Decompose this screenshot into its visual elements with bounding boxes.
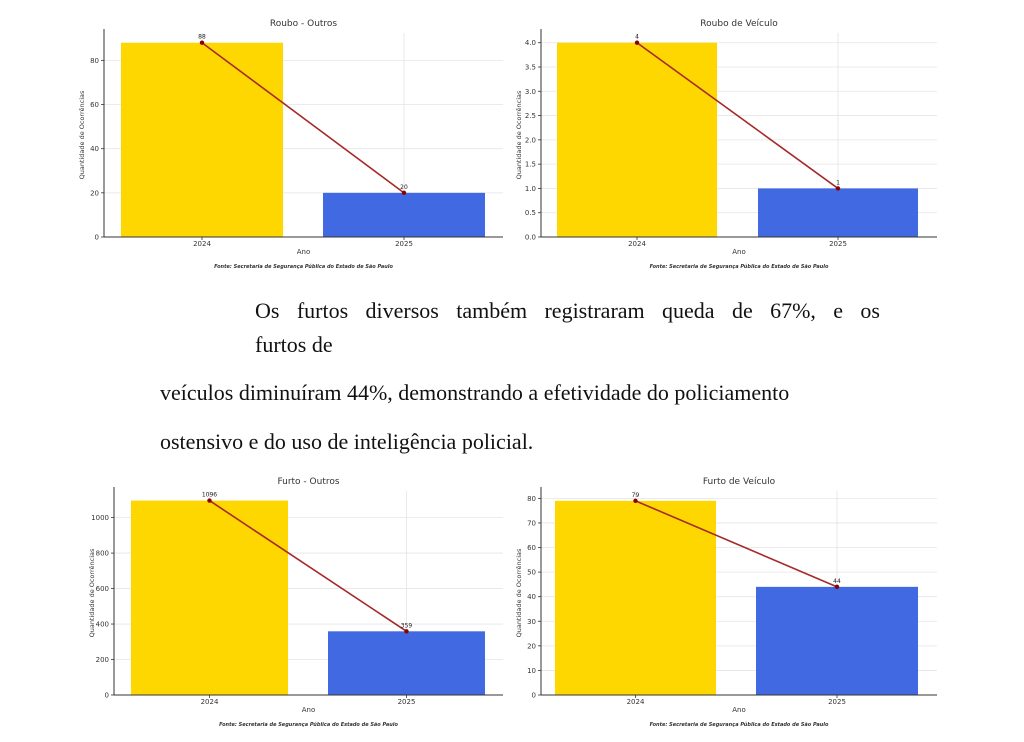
data-label-2024: 1096 bbox=[202, 492, 217, 499]
trend-point-2025 bbox=[401, 190, 407, 196]
chart-roubo-veiculo: 4 1 0.0 0.5 1.0 1.5 2.0 2.5 3.0 3.5 4.0 2024 2025 Rou… bbox=[512, 0, 1024, 280]
y-tick-label: 40 bbox=[90, 145, 99, 153]
bar-2025 bbox=[758, 188, 918, 237]
bar-2024 bbox=[121, 42, 283, 237]
y-tick-label: 1.0 bbox=[525, 185, 536, 193]
y-axis-label: Quantidade de Ocorrências bbox=[515, 548, 523, 637]
trend-line bbox=[209, 499, 407, 632]
trend-line bbox=[201, 42, 405, 194]
y-tick-label: 10 bbox=[527, 667, 536, 675]
chart-source: Fonte: Secretaria de Segurança Pública d… bbox=[214, 263, 393, 270]
chart-furto-veiculo: 79 44 0 10 20 30 40 50 60 70 80 2024 2025 Furto de Ve… bbox=[512, 470, 1024, 742]
x-tick-label-2025: 2025 bbox=[829, 240, 847, 248]
x-tick-label-2025: 2025 bbox=[828, 698, 846, 706]
y-tick-label: 50 bbox=[527, 569, 536, 577]
chart-svg: 88 20 0 20 40 60 80 2024 2025 Roubo - Outros Ano Qu… bbox=[78, 19, 503, 270]
y-tick-label: 2.5 bbox=[525, 112, 536, 120]
data-label-2024: 79 bbox=[632, 492, 640, 499]
x-tick-label-2024: 2024 bbox=[628, 240, 646, 248]
data-label-2025: 359 bbox=[401, 622, 413, 629]
x-tick-label-2024: 2024 bbox=[201, 698, 219, 706]
x-tick-label-2025: 2025 bbox=[398, 698, 416, 706]
data-label-2024: 4 bbox=[635, 34, 639, 41]
trend-line bbox=[635, 500, 838, 588]
chart-furto-outros: 1096 359 0 200 400 600 800 1000 2024 2025 Furto - … bbox=[0, 470, 512, 742]
y-tick-label: 3.5 bbox=[525, 64, 536, 72]
y-tick-label: 80 bbox=[527, 495, 536, 503]
y-axis-label: Quantidade de Ocorrências bbox=[515, 90, 523, 179]
y-axis-label: Quantidade de Ocorrências bbox=[88, 548, 96, 637]
y-tick-label: 0 bbox=[105, 692, 109, 700]
trend-point-2024 bbox=[633, 498, 638, 504]
chart-source: Fonte: Secretaria de Segurança Pública d… bbox=[219, 721, 398, 728]
paragraph-line-1: Os furtos diversos também registraram qu… bbox=[255, 298, 880, 323]
x-axis-label: Ano bbox=[732, 706, 746, 714]
y-tick-label: 0 bbox=[532, 692, 536, 700]
y-tick-label: 0 bbox=[95, 234, 99, 242]
bar-2024 bbox=[557, 42, 717, 237]
trend-point-2025 bbox=[404, 629, 409, 634]
y-tick-label: 60 bbox=[90, 101, 99, 109]
chart-svg: 79 44 0 10 20 30 40 50 60 70 80 2024 2025 Furto de Ve… bbox=[515, 477, 937, 728]
trend-line bbox=[636, 42, 839, 190]
chart-title: Roubo de Veículo bbox=[700, 19, 778, 29]
y-tick-label: 60 bbox=[527, 544, 536, 552]
y-tick-label: 400 bbox=[96, 621, 109, 629]
y-axis-label: Quantidade de Ocorrências bbox=[78, 90, 86, 179]
data-label-2025: 1 bbox=[836, 179, 840, 186]
bar-2025 bbox=[328, 631, 485, 695]
chart-svg: 4 1 0.0 0.5 1.0 1.5 2.0 2.5 3.0 3.5 4.0 2024 2025 Rou… bbox=[515, 19, 937, 270]
y-tick-label: 20 bbox=[90, 189, 99, 197]
x-axis-label: Ano bbox=[732, 248, 746, 256]
y-tick-label: 0.0 bbox=[525, 234, 536, 242]
x-tick-label-2025: 2025 bbox=[395, 240, 413, 248]
trend-point-2024 bbox=[199, 40, 205, 45]
y-tick-label: 2.0 bbox=[525, 136, 536, 144]
bar-2024 bbox=[131, 500, 288, 695]
chart-source: Fonte: Secretaria de Segurança Pública d… bbox=[650, 263, 829, 270]
x-tick-label-2024: 2024 bbox=[627, 698, 645, 706]
y-tick-label: 80 bbox=[90, 57, 99, 65]
chart-roubo-outros: 88 20 0 20 40 60 80 2024 2025 Roubo - Outros Ano Qu… bbox=[0, 0, 512, 280]
trend-point-2024 bbox=[207, 498, 212, 503]
x-axis-label: Ano bbox=[302, 706, 316, 714]
chart-title: Roubo - Outros bbox=[270, 19, 338, 29]
paragraph-line-2: furtos de bbox=[255, 332, 333, 357]
y-tick-label: 800 bbox=[96, 550, 109, 558]
y-tick-label: 3.0 bbox=[525, 88, 536, 96]
chart-title: Furto - Outros bbox=[277, 477, 339, 487]
data-label-2024: 88 bbox=[198, 34, 206, 41]
y-tick-label: 600 bbox=[96, 585, 109, 593]
chart-svg: 1096 359 0 200 400 600 800 1000 2024 2025 Furto - … bbox=[88, 477, 503, 728]
y-tick-label: 30 bbox=[527, 618, 536, 626]
paragraph-line-3: veículos diminuíram 44%, demonstrando a … bbox=[160, 380, 790, 405]
paragraph-line-4: ostensivo e do uso de inteligência polic… bbox=[160, 429, 534, 454]
y-tick-label: 1000 bbox=[91, 514, 109, 522]
chart-source: Fonte: Secretaria de Segurança Pública d… bbox=[650, 721, 829, 728]
y-tick-label: 4.0 bbox=[525, 39, 536, 47]
data-label-2025: 44 bbox=[833, 578, 841, 585]
x-axis-label: Ano bbox=[297, 248, 311, 256]
data-label-2025: 20 bbox=[400, 184, 408, 191]
y-tick-label: 200 bbox=[96, 656, 109, 664]
bar-2024 bbox=[555, 500, 716, 695]
x-tick-label-2024: 2024 bbox=[193, 240, 211, 248]
trend-point-2024 bbox=[634, 40, 640, 45]
y-tick-label: 0.5 bbox=[525, 209, 536, 217]
chart-title: Furto de Veículo bbox=[703, 477, 776, 487]
y-tick-label: 1.5 bbox=[525, 161, 536, 169]
bar-2025 bbox=[323, 192, 485, 237]
trend-point-2025 bbox=[834, 584, 840, 590]
y-tick-label: 20 bbox=[527, 642, 536, 650]
trend-point-2025 bbox=[835, 186, 841, 191]
bar-2025 bbox=[756, 586, 918, 695]
y-tick-label: 70 bbox=[527, 519, 536, 527]
y-tick-label: 40 bbox=[527, 593, 536, 601]
